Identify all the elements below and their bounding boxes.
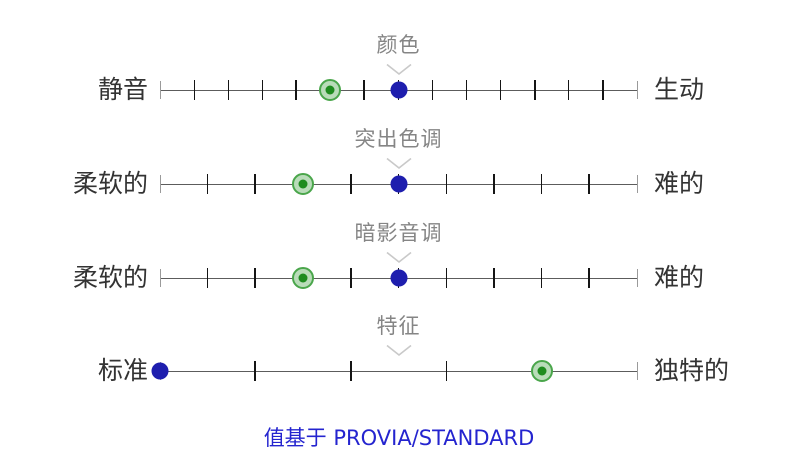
tick <box>541 268 543 288</box>
chevron-down-icon <box>160 342 637 357</box>
setting-title: 暗影音调 <box>354 221 443 245</box>
value-dot <box>292 267 315 289</box>
tick <box>492 268 495 288</box>
max-label: 生动 <box>654 75 705 104</box>
min-label: 柔软的 <box>72 263 148 292</box>
tick <box>193 80 195 100</box>
setting-row-color: 颜色 静音 生动 <box>0 31 798 113</box>
tick <box>445 361 447 381</box>
track-line <box>160 370 637 372</box>
setting-row-grain: 特征 标准 独特的 <box>0 312 798 394</box>
tick <box>207 268 209 288</box>
setting-scale-track <box>159 79 638 101</box>
tick <box>432 80 434 100</box>
tick <box>466 80 468 100</box>
tick <box>588 268 591 288</box>
tick <box>636 81 638 99</box>
setting-title: 颜色 <box>376 33 421 57</box>
tick <box>349 174 352 194</box>
setting-title: 突出色调 <box>354 127 443 151</box>
tick <box>533 80 536 100</box>
value-dot-center <box>537 366 547 376</box>
value-dot <box>530 360 553 382</box>
setting-row-highlight-tone: 突出色调 柔软的 难的 <box>0 125 798 207</box>
setting-title: 特征 <box>376 314 421 338</box>
baseline-dot <box>390 81 407 99</box>
tick <box>254 268 257 288</box>
tick <box>349 361 352 381</box>
min-label: 标准 <box>97 356 148 385</box>
tick <box>254 174 257 194</box>
baseline-dot <box>151 362 169 380</box>
tick <box>500 80 502 100</box>
tick <box>254 361 257 381</box>
tick <box>541 174 543 194</box>
setting-scale-track <box>159 173 638 195</box>
tick <box>227 80 229 100</box>
tick <box>636 362 638 380</box>
max-label: 难的 <box>654 169 705 198</box>
tick <box>207 174 209 194</box>
value-dot-center <box>325 85 335 95</box>
baseline-dot <box>390 269 407 287</box>
tick <box>588 174 591 194</box>
min-label: 静音 <box>97 75 148 104</box>
tick <box>601 80 604 100</box>
chevron-down-icon <box>160 155 637 170</box>
tick <box>636 175 638 193</box>
tick <box>636 269 638 287</box>
tick <box>261 80 263 100</box>
max-label: 难的 <box>654 263 705 292</box>
tick <box>295 80 298 100</box>
max-label: 独特的 <box>654 356 730 385</box>
baseline-note: 值基于 PROVIA/STANDARD <box>263 426 535 450</box>
tick <box>445 268 447 288</box>
value-dot <box>292 173 315 195</box>
tick <box>159 81 161 99</box>
value-dot <box>319 79 342 101</box>
tick <box>568 80 570 100</box>
tick <box>363 80 366 100</box>
baseline-dot <box>390 175 407 193</box>
min-label: 柔软的 <box>72 169 148 198</box>
tick <box>159 269 161 287</box>
setting-row-shadow-tone: 暗影音调 柔软的 难的 <box>0 219 798 301</box>
chevron-down-icon <box>160 249 637 264</box>
tick <box>445 174 447 194</box>
setting-scale-track <box>159 267 638 289</box>
value-dot-center <box>298 273 308 283</box>
setting-scale-track <box>151 360 638 382</box>
tick <box>349 268 352 288</box>
tick <box>492 174 495 194</box>
tick <box>159 175 161 193</box>
value-dot-center <box>298 179 308 189</box>
chevron-down-icon <box>160 61 637 76</box>
